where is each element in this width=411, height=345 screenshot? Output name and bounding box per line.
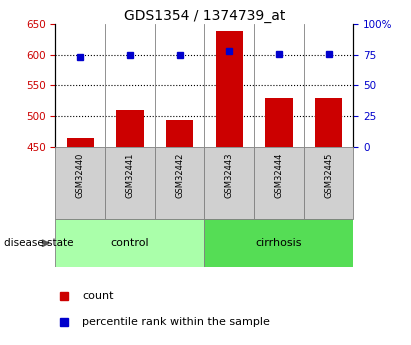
Bar: [155, 147, 204, 219]
Bar: [166, 120, 193, 147]
Bar: [266, 98, 293, 147]
Text: cirrhosis: cirrhosis: [256, 238, 302, 248]
Text: GSM32444: GSM32444: [275, 152, 284, 198]
Text: GSM32443: GSM32443: [225, 152, 234, 198]
Text: GSM32442: GSM32442: [175, 152, 184, 198]
Text: count: count: [82, 291, 114, 301]
Title: GDS1354 / 1374739_at: GDS1354 / 1374739_at: [124, 9, 285, 23]
Bar: [55, 219, 205, 267]
Text: percentile rank within the sample: percentile rank within the sample: [82, 317, 270, 327]
Bar: [254, 147, 304, 219]
Bar: [205, 147, 254, 219]
Text: GSM32440: GSM32440: [76, 152, 85, 198]
Text: GSM32441: GSM32441: [125, 152, 134, 198]
Bar: [315, 98, 342, 147]
Bar: [205, 219, 353, 267]
Bar: [304, 147, 353, 219]
Text: control: control: [111, 238, 149, 248]
Bar: [216, 31, 243, 147]
Bar: [116, 110, 143, 147]
Text: disease state: disease state: [4, 238, 74, 248]
Bar: [67, 138, 94, 147]
Bar: [55, 147, 105, 219]
Text: GSM32445: GSM32445: [324, 152, 333, 198]
Bar: [105, 147, 155, 219]
